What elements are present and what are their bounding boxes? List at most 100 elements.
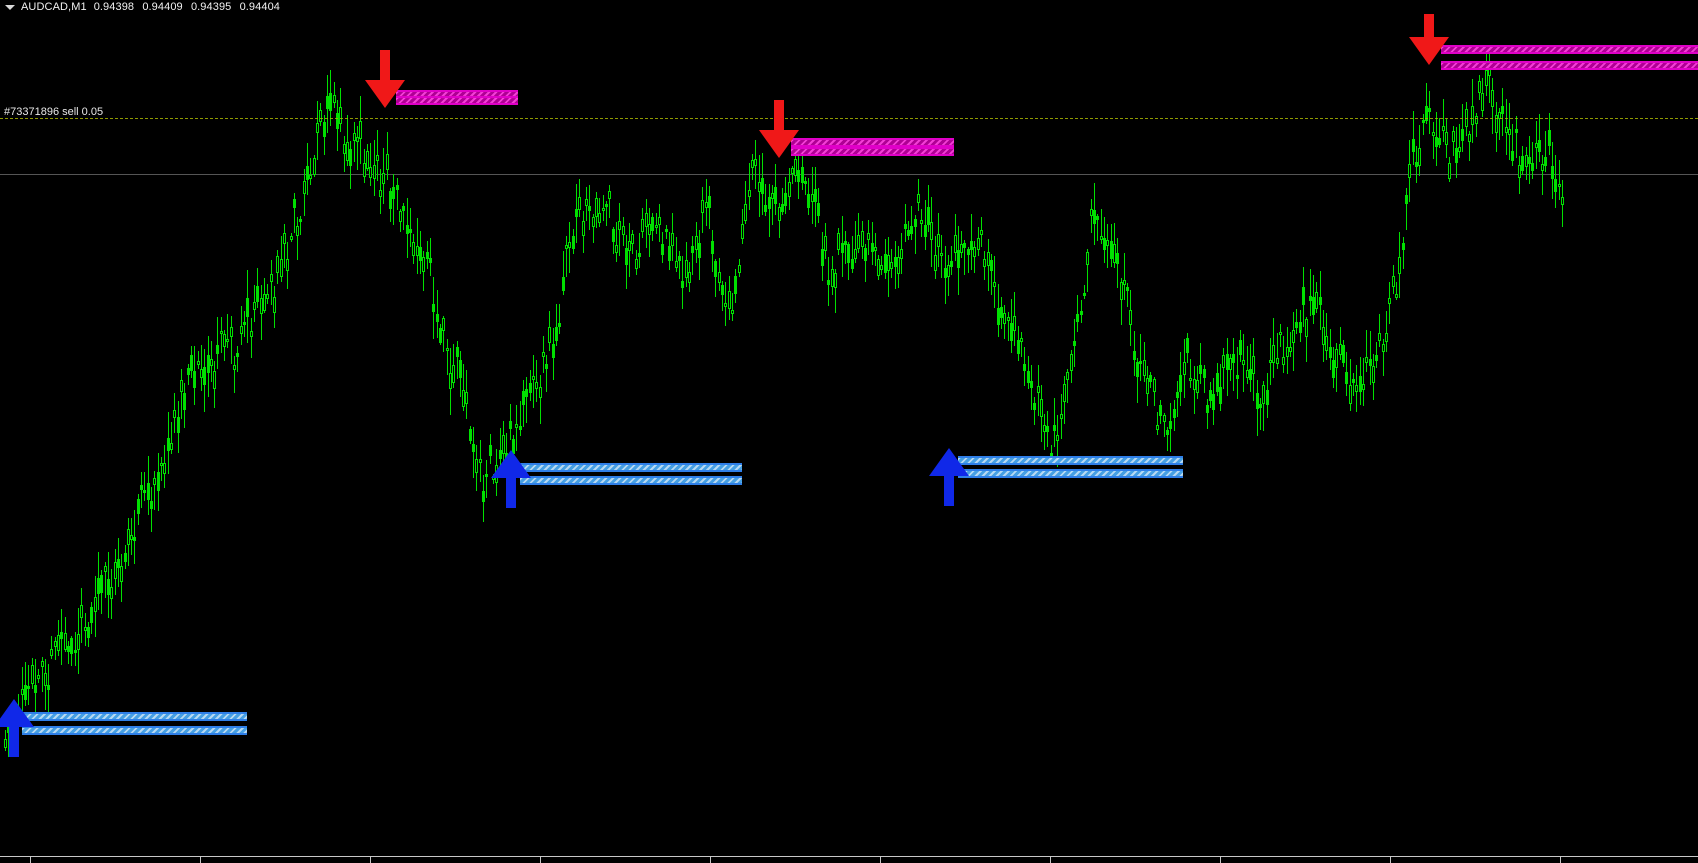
candle-body	[1183, 361, 1186, 376]
candle-body	[157, 472, 160, 492]
candle-wick	[1124, 252, 1125, 301]
down-arrow[interactable]	[757, 100, 801, 162]
candle-body	[286, 258, 289, 271]
candle-body	[57, 635, 60, 652]
sell-signal-line[interactable]	[1441, 45, 1698, 54]
time-axis-strip[interactable]	[0, 834, 1698, 863]
axis-tick	[710, 856, 711, 863]
candle-body	[290, 236, 293, 240]
candle-body	[260, 298, 263, 314]
candle-body	[675, 260, 678, 269]
candle-wick	[430, 237, 431, 277]
up-arrow[interactable]	[0, 699, 36, 761]
candle-wick	[334, 81, 335, 108]
candle-body	[655, 224, 658, 229]
candle-wick	[858, 213, 859, 253]
candle-body	[273, 296, 276, 314]
buy-signal-line[interactable]	[22, 726, 247, 735]
candle-body	[967, 249, 970, 256]
candle-body	[1146, 378, 1149, 394]
candle-body	[167, 438, 170, 452]
candle-wick	[161, 457, 162, 481]
candle-wick	[616, 221, 617, 263]
candle-body	[313, 158, 316, 175]
candle-wick	[370, 142, 371, 186]
buy-signal-line[interactable]	[520, 476, 742, 485]
candle-wick	[1353, 373, 1354, 397]
candle-body	[1266, 389, 1269, 406]
candle-body	[628, 240, 631, 251]
candle-body	[854, 248, 857, 260]
candle-wick	[68, 641, 69, 664]
up-arrow[interactable]	[927, 448, 971, 510]
candle-wick	[1462, 103, 1463, 153]
candle-wick	[911, 206, 912, 241]
candle-wick	[1413, 111, 1414, 166]
candle-wick	[1406, 187, 1407, 230]
candle-body	[1212, 394, 1215, 411]
candle-body	[562, 277, 565, 291]
candle-body	[210, 358, 213, 366]
candle-body	[130, 534, 133, 540]
candle-body	[1425, 106, 1428, 121]
candle-body	[1189, 377, 1192, 382]
buy-signal-line[interactable]	[958, 469, 1183, 478]
candle-body	[1256, 393, 1259, 409]
candle-body	[1007, 317, 1010, 322]
sell-signal-line[interactable]	[791, 147, 954, 156]
candle-body	[1246, 369, 1249, 378]
sell-signal-line[interactable]	[1441, 61, 1698, 70]
candle-body	[1096, 216, 1099, 220]
candle-body	[1428, 108, 1431, 113]
buy-signal-line[interactable]	[958, 456, 1183, 465]
candle-wick	[805, 176, 806, 196]
candle-wick	[1516, 116, 1517, 159]
candle-body	[522, 391, 525, 405]
chart-scroll-left-cap[interactable]	[0, 834, 33, 856]
candle-wick	[1459, 124, 1460, 158]
candle-body	[87, 627, 90, 638]
candle-body	[240, 325, 243, 335]
candle-wick	[1084, 284, 1085, 299]
candle-body	[821, 248, 824, 266]
candle-wick	[1469, 131, 1470, 161]
open-order-price-line[interactable]	[0, 118, 1698, 119]
candle-body	[1471, 106, 1474, 125]
candle-body	[406, 225, 409, 235]
candle-body	[1046, 426, 1049, 433]
chart-plot-area[interactable]: #73371896 sell 0.05	[0, 14, 1698, 834]
down-arrow[interactable]	[363, 50, 407, 112]
candle-body	[1495, 114, 1498, 134]
candle-body	[1013, 315, 1016, 331]
sell-signal-line[interactable]	[791, 138, 954, 147]
up-arrow[interactable]	[489, 450, 533, 512]
candle-body	[1325, 336, 1328, 352]
candle-body	[489, 445, 492, 457]
chevron-down-icon[interactable]	[4, 2, 15, 12]
candle-body	[671, 233, 674, 247]
candle-body	[834, 273, 837, 288]
candle-body	[452, 365, 455, 384]
candle-body	[602, 208, 605, 212]
candle-wick	[782, 188, 783, 216]
candle-wick	[1379, 314, 1380, 348]
candle-body	[681, 280, 684, 288]
sell-signal-line[interactable]	[396, 96, 518, 105]
candle-wick	[1200, 342, 1201, 384]
candle-wick	[556, 303, 557, 346]
candle-wick	[1177, 381, 1178, 417]
candle-wick	[48, 663, 49, 718]
signal-line-hatch	[520, 478, 742, 483]
buy-signal-line[interactable]	[22, 712, 247, 721]
candle-body	[1286, 346, 1289, 358]
candle-body	[1149, 375, 1152, 383]
candle-body	[54, 640, 57, 647]
down-arrow[interactable]	[1407, 14, 1451, 69]
candle-wick	[1140, 334, 1141, 382]
candle-wick	[198, 351, 199, 370]
candle-body	[824, 235, 827, 251]
buy-signal-line[interactable]	[520, 463, 742, 472]
candle-wick	[1067, 368, 1068, 404]
candle-body	[880, 264, 883, 271]
candle-body	[21, 688, 24, 696]
